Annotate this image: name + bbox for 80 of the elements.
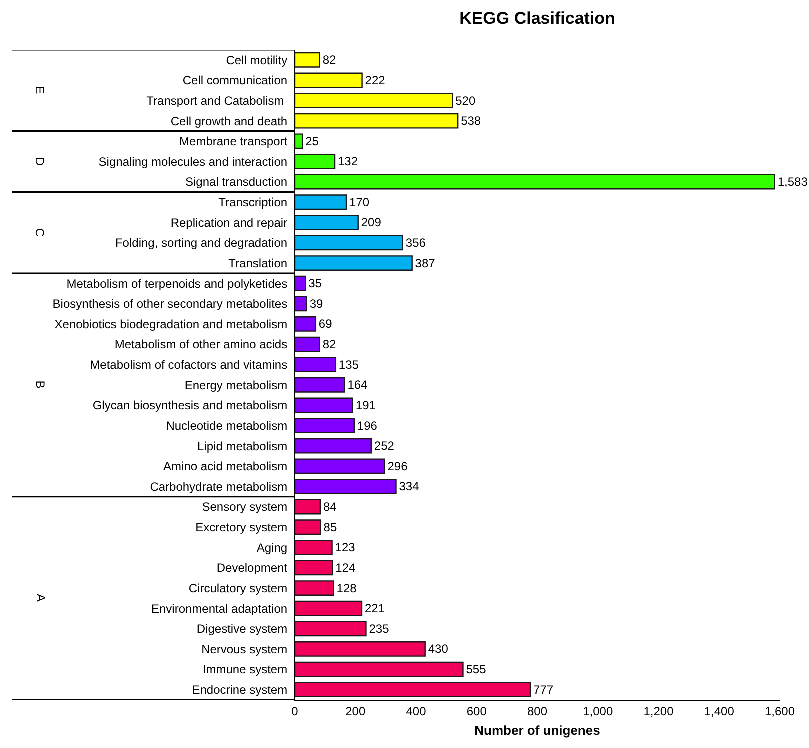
x-tick-label: 1,000 [583, 704, 614, 718]
x-tick-label: 0 [292, 704, 299, 718]
x-tick-label: 400 [406, 704, 427, 718]
y-tick-label: Xenobiotics biodegradation and metabolism [54, 317, 288, 332]
data-label: 69 [318, 317, 333, 332]
y-tick-label: Sensory system [202, 500, 288, 514]
data-label: 1,583 [778, 175, 808, 190]
data-label: 520 [456, 94, 476, 108]
y-tick-label: Cell communication [182, 74, 288, 88]
x-tick-label: 600 [466, 704, 488, 718]
y-tick-label: Membrane transport [180, 134, 288, 149]
data-label: 191 [356, 398, 376, 412]
y-tick-label: Nervous system [202, 642, 288, 656]
data-label: 777 [534, 682, 554, 697]
y-tick-label: Lipid metabolism [198, 439, 288, 454]
y-tick-label: Amino acid metabolism [164, 460, 288, 474]
data-label: 124 [336, 560, 356, 575]
data-label: 430 [428, 642, 449, 656]
data-label: 164 [348, 378, 368, 392]
y-tick-label: Metabolism of cofactors and vitamins [90, 358, 288, 372]
y-tick-label: Immune system [202, 662, 288, 677]
data-label: 222 [365, 73, 386, 88]
data-label: 135 [338, 358, 360, 372]
data-label: 538 [461, 114, 482, 128]
y-tick-label: Nucleotide metabolism [166, 418, 288, 433]
data-label: 82 [322, 338, 337, 352]
y-tick-label: Signaling molecules and interaction [98, 154, 288, 169]
data-label: 356 [406, 236, 426, 250]
data-label: 25 [306, 134, 320, 148]
data-label: 296 [388, 459, 408, 474]
data-label: 35 [308, 276, 322, 291]
x-tick-label: 1,400 [704, 704, 735, 718]
data-label: 209 [361, 216, 382, 230]
y-tick-label: Transport and Catabolism [146, 94, 288, 108]
y-tick-label: Biosynthesis of other secondary metabolites [52, 297, 288, 312]
y-tick-label: Replication and repair [170, 216, 288, 230]
chart-title: KEGG Clasification [460, 8, 616, 28]
x-tick-label: 800 [527, 704, 548, 718]
data-label: 555 [466, 662, 487, 677]
y-tick-label: Digestive system [196, 622, 288, 636]
y-tick-label: Cell growth and death [170, 114, 288, 128]
y-tick-label: Metabolism of other amino acids [114, 338, 288, 352]
data-label: 252 [374, 439, 395, 454]
y-tick-label: Carbohydrate metabolism [150, 480, 288, 494]
data-label: 84 [323, 500, 338, 514]
y-tick-label: Signal transduction [186, 175, 288, 190]
y-tick-label: Translation [228, 256, 288, 270]
y-tick-label: Folding, sorting and degradation [115, 236, 288, 250]
data-label: 85 [324, 520, 338, 534]
text: E [33, 86, 48, 94]
data-label: 128 [336, 581, 358, 596]
text: C [33, 228, 48, 238]
data-label: 132 [338, 154, 358, 169]
y-tick-label: Excretory system [196, 520, 288, 535]
x-axis-title: Number of unigenes [474, 723, 600, 738]
y-tick-label: Development [216, 561, 288, 576]
text: D [33, 157, 48, 166]
y-tick-label: Circulatory system [188, 581, 288, 596]
y-tick-label: Endocrine system [192, 683, 288, 698]
data-label: 334 [399, 480, 420, 494]
y-tick-label: Aging [256, 540, 288, 555]
data-label: 221 [364, 602, 386, 616]
y-tick-label: Environmental adaptation [152, 602, 288, 616]
y-tick-label: Energy metabolism [184, 378, 288, 392]
text: A [34, 594, 48, 602]
data-label: 235 [369, 622, 390, 636]
y-tick-label: Metabolism of terpenoids and polyketides [66, 276, 288, 291]
data-label: 39 [310, 296, 324, 311]
data-label: 170 [350, 195, 370, 210]
y-tick-label: Cell motility [226, 53, 288, 68]
data-label: 196 [357, 418, 378, 433]
x-tick-label: 200 [346, 704, 366, 718]
data-label: 82 [322, 53, 337, 68]
text: B [34, 380, 48, 389]
data-label: 123 [335, 540, 356, 555]
data-label: 387 [415, 256, 436, 270]
x-tick-label: 1,600 [764, 704, 796, 718]
y-tick-label: Glycan biosynthesis and metabolism [92, 398, 288, 413]
y-tick-label: Transcription [218, 196, 288, 210]
x-tick-label: 1,200 [644, 704, 674, 718]
